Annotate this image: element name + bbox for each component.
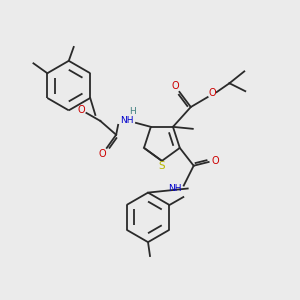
Text: H: H — [130, 107, 136, 116]
Text: O: O — [78, 105, 85, 115]
Text: S: S — [159, 161, 165, 171]
Text: NH: NH — [120, 116, 134, 125]
Text: O: O — [98, 148, 106, 159]
Text: NH: NH — [168, 184, 182, 193]
Text: O: O — [171, 81, 179, 91]
Text: O: O — [209, 88, 216, 98]
Text: O: O — [212, 156, 219, 166]
